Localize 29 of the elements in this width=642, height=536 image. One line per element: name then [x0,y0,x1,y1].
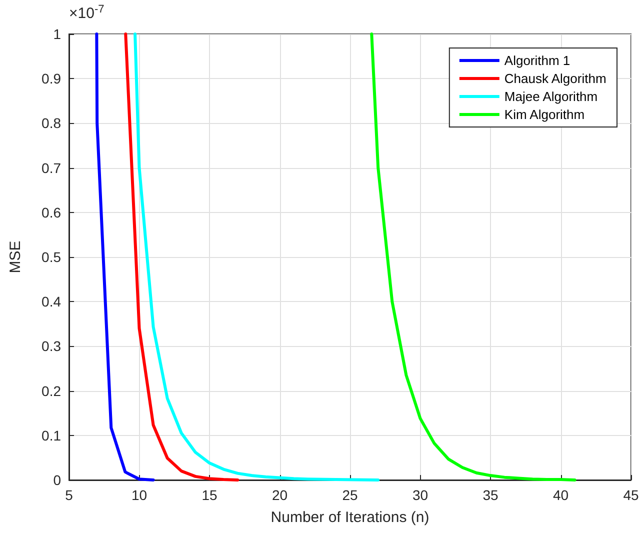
x-tick-label: 20 [272,487,288,503]
y-tick-label: 0.6 [42,204,62,220]
y-tick-label: 0.2 [42,382,62,399]
line-series [124,32,240,482]
y-tick-label: 0.9 [42,70,62,87]
y-tick-label: 0.3 [42,338,62,354]
line-series [134,32,380,482]
y-tick-label: 0.7 [42,160,62,176]
legend-label: Majee Algorithm [504,89,598,104]
x-tick-label: 5 [65,487,74,503]
x-tick-label: 15 [202,487,218,503]
x-tick-label: 45 [623,487,639,503]
x-tick-label: 30 [412,487,428,503]
x-tick-label: 35 [482,487,498,503]
line-series [95,32,155,482]
y-axis-title: MSE [7,240,24,274]
legend-label: Kim Algorithm [504,107,585,122]
legend-label: Chausk Algorithm [504,71,606,86]
y-tick-label: 0.4 [42,294,62,310]
x-tick-label: 25 [342,487,358,503]
y-tick-label: 0 [53,472,62,488]
y-tick-label: 0.8 [42,115,62,132]
legend-label: Algorithm 1 [504,53,570,68]
x-tick-label: 10 [131,487,148,503]
x-axis-title: Number of Iterations (n) [270,509,430,526]
y-tick-label: 0.1 [42,427,62,444]
y-tick-label: 1 [53,26,62,42]
y-tick-label: 0.5 [42,249,62,265]
x-tick-label: 40 [552,487,569,503]
